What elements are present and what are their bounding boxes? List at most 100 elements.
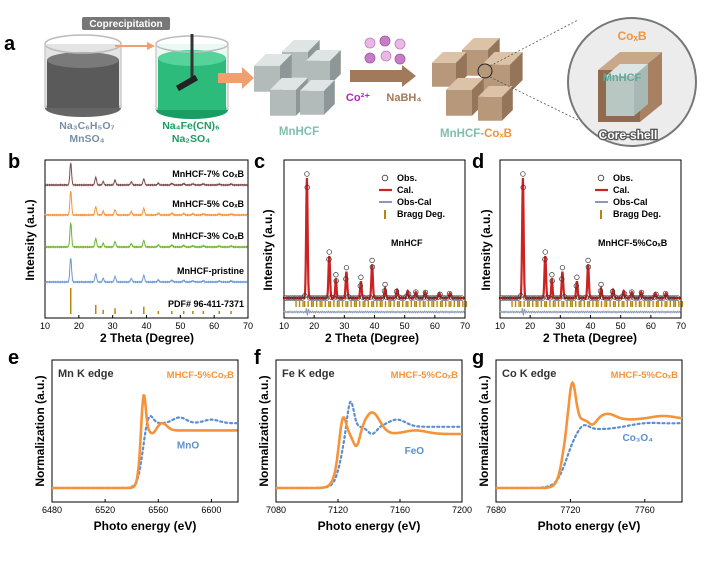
- panel-c-xlabel: 2 Theta (Degree): [325, 331, 419, 345]
- brown-cube-0-top: [462, 38, 500, 50]
- pd-obs-point: [612, 294, 618, 300]
- arrow-2: [218, 67, 254, 89]
- pc-obs-point: [396, 294, 402, 300]
- arrow-1: [115, 42, 155, 50]
- pf-ticklabel-0: 7080: [266, 505, 286, 515]
- pd-obs-point: [554, 295, 560, 301]
- pc-obs-point: [459, 295, 465, 301]
- pc-diff-line: [283, 308, 465, 316]
- panel-e-label: e: [8, 347, 19, 369]
- pd-obs-point: [658, 295, 664, 301]
- pf-ticklabel-1: 7120: [328, 505, 348, 515]
- product-label: MnHCF-CoₓB: [440, 128, 512, 140]
- pc-obs-peak-3: [343, 264, 350, 271]
- core-label: MnHCF: [603, 72, 642, 84]
- pf-sample-label: MHCF-5%CoₓB: [391, 370, 458, 381]
- pg-frame: [495, 359, 683, 503]
- beaker-1: [44, 34, 122, 117]
- pf-frame: [275, 359, 463, 503]
- pc-obs-point: [304, 184, 310, 191]
- pc-obs-point: [364, 295, 371, 301]
- pe-sample-label: MHCF-5%CoₓB: [167, 370, 234, 381]
- reagent2-line1: Na₄Fe(CN)₆: [162, 120, 220, 132]
- pc-legend-cal: Cal.: [397, 185, 414, 195]
- pe-xlabel: Photo energy (eV): [94, 519, 197, 533]
- gray-cube-3-front: [270, 89, 296, 116]
- pc-obs-peak-6: [382, 281, 388, 288]
- panel-b-xlabel: 2 Theta (Degree): [100, 331, 194, 345]
- brown-cube-2-top: [482, 52, 523, 65]
- coprecipitation-text: Coprecipitation: [89, 19, 162, 30]
- pg-ticklabel-0: 7680: [486, 505, 506, 515]
- pf-ticklabel-3: 7200: [452, 505, 472, 515]
- pc-legend-obs: Obs.: [397, 173, 417, 183]
- pc-obs-point: [333, 278, 339, 284]
- pd-obs-point: [653, 291, 659, 297]
- core-shell-label: Core-shell: [599, 128, 658, 142]
- pf-ylabel: Normalization (a.u.): [257, 375, 271, 486]
- arrow-3: [350, 65, 416, 87]
- pc-ticklabel-1: 20: [309, 321, 319, 331]
- pc-obs-point: [360, 294, 366, 300]
- pg-ticklabel-1: 7720: [560, 505, 580, 515]
- xrd-label-1: MnHCF-5% CoₓB: [172, 199, 244, 209]
- mnhcf-label: MnHCF: [279, 126, 319, 138]
- pd-obs-point: [518, 293, 524, 299]
- pd-obs-point: [592, 295, 599, 301]
- gray-cube-0-top: [282, 40, 320, 52]
- pc-obs-point: [408, 295, 414, 301]
- brown-cube-2-side: [510, 52, 523, 93]
- pc-obs-point: [418, 295, 424, 301]
- pd-obs-point: [520, 184, 526, 191]
- panel-c-sample: MnHCF: [391, 238, 423, 248]
- pd-ticklabel-0: 10: [495, 321, 505, 331]
- xanes-fe: 7080 7120 7160 7200 Fe K edge MHCF-5%CoₓB Norm…: [257, 359, 472, 533]
- xrd-label-0: MnHCF-7% CoₓB: [172, 169, 244, 179]
- pe-sample-curve: [52, 394, 238, 490]
- pc-legend-obs-marker: [381, 174, 389, 182]
- pd-obs-peak-6: [598, 281, 604, 288]
- xanes-co: 7680 7720 7760 Co K edge MHCF-5%CoₓB Normaliz…: [477, 359, 684, 533]
- pc-obs-peak-1: [326, 249, 332, 255]
- refinement-panel-mnhcf: 10 20 30 40 50 60 70 Obs. Cal. Obs-Cal Bragg Deg.: [279, 159, 470, 331]
- pd-obs-point: [607, 295, 613, 301]
- pc-obs-peak-5: [369, 257, 375, 264]
- pd-obs-point: [634, 295, 640, 301]
- pf-edge-label: Fe K edge: [282, 368, 335, 380]
- pd-obs-point: [513, 295, 519, 301]
- brown-cube-0-front: [462, 49, 488, 76]
- pe-ticklabel-1: 6520: [95, 505, 115, 515]
- xanes-mn: 6480 6520 6560 6600 Mn K edge MHCF-5%CoₓB Norm…: [33, 359, 239, 533]
- pg-sample-curve: [496, 380, 683, 490]
- gray-cube-4-top: [300, 80, 335, 91]
- pd-obs-point: [609, 288, 616, 295]
- pd-obs-peak-3: [559, 264, 566, 271]
- pd-obs-point: [624, 295, 630, 301]
- mnhcf-coxb-cubes: [432, 38, 523, 121]
- pc-ticklabel-2: 30: [339, 321, 349, 331]
- brown-cube-3-top: [446, 78, 484, 90]
- pd-obs-point: [597, 288, 604, 294]
- panel-b-ticklabel-1: 20: [74, 321, 84, 331]
- reagent2-line2: Na₂SO₄: [172, 133, 210, 145]
- brown-cube-1-top: [432, 52, 467, 63]
- pc-obs-point: [297, 295, 303, 301]
- xrd-label-4: PDF# 96-411-7371: [168, 299, 244, 309]
- gray-cube-1-top: [254, 54, 292, 66]
- coprecipitation-badge: [82, 17, 170, 30]
- pd-obs-point: [544, 294, 551, 300]
- pd-diff-line: [499, 308, 681, 316]
- gray-cube-4-side: [324, 80, 335, 115]
- zoom-circle: [477, 63, 493, 79]
- panel-b-ticklabel-3: 40: [141, 321, 151, 331]
- pg-xlabel: Photo energy (eV): [538, 519, 641, 533]
- pe-ticklabel-2: 6560: [148, 505, 168, 515]
- pc-obs-point: [391, 295, 397, 301]
- pc-ticklabel-5: 60: [430, 321, 440, 331]
- co2-label: Co²⁺: [346, 92, 370, 104]
- pd-obs-point: [571, 295, 577, 301]
- xrd-trace-0: [44, 162, 249, 187]
- pe-ticklabel-0: 6480: [42, 505, 62, 515]
- pd-obs-point: [672, 295, 678, 301]
- product-prefix: MnHCF-: [440, 128, 484, 140]
